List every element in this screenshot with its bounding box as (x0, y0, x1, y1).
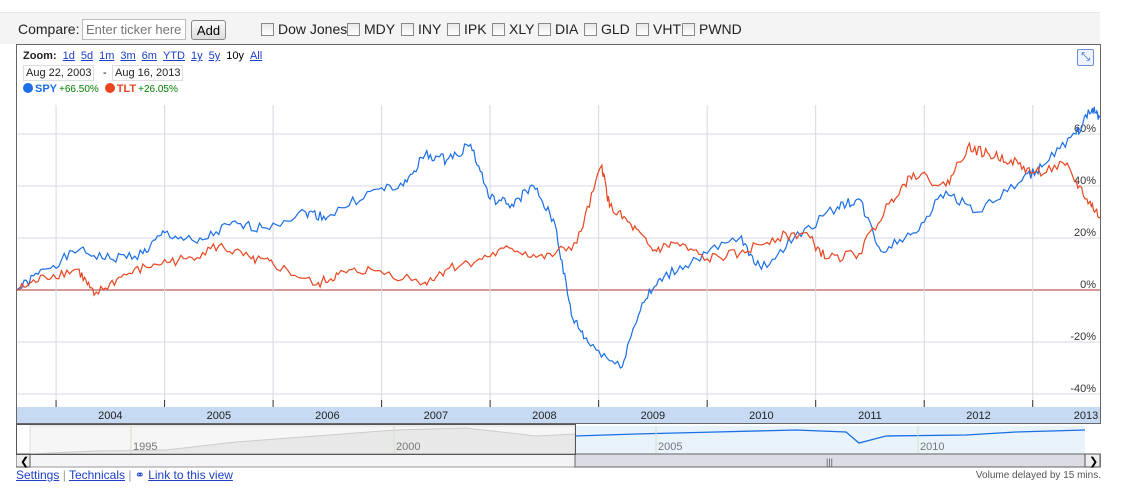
checkbox-label: PWND (699, 21, 742, 37)
volume-note: Volume delayed by 15 mins. (975, 470, 1101, 481)
compare-bar: Compare: Add Dow Jones MDY INY IPK XLY DIA GLD… (0, 12, 1100, 44)
legend: SPY +66.50% TLT +26.05% (23, 83, 178, 95)
x-tick-label: 2005 (207, 410, 231, 422)
chevron-right-icon: ❯ (1089, 456, 1098, 468)
plot-area[interactable]: 60%40%20%0%-20%-40%2004 2005 2006 2007 2008 2… (17, 45, 1100, 423)
compare-checkbox[interactable]: XLY (492, 21, 534, 37)
x-tick-label: 2012 (966, 410, 990, 422)
x-axis-band (17, 407, 1100, 423)
spy-dot-icon (23, 83, 33, 93)
scroll-right-button[interactable] (1084, 453, 1101, 468)
series-line-tlt (17, 141, 1100, 297)
legend-tlt[interactable]: TLT +26.05% (104, 83, 178, 95)
expand-icon[interactable]: ⤡ (1077, 49, 1094, 66)
checkbox-label: XLY (509, 21, 535, 37)
checkbox-label: GLD (601, 21, 630, 37)
date-from[interactable]: Aug 22, 2003 (23, 65, 95, 81)
zoom-option-10y[interactable]: 10y (226, 50, 244, 62)
checkbox[interactable] (347, 22, 360, 36)
zoom-option-1d[interactable]: 1d (62, 50, 75, 62)
compare-checkbox[interactable]: VHT (636, 21, 681, 37)
checkbox[interactable] (492, 22, 505, 36)
x-tick-label: 2013 (1074, 410, 1098, 422)
compare-checkbox[interactable]: INY (401, 21, 441, 37)
zoom-option-6m[interactable]: 6m (141, 50, 157, 62)
x-tick-label: 2010 (749, 410, 773, 422)
x-tick-label: 2011 (858, 410, 882, 422)
compare-checkbox[interactable]: GLD (584, 21, 630, 37)
checkbox-label: DIA (555, 21, 579, 37)
navigator-selected[interactable] (575, 426, 1085, 454)
chart-panel: 60% 40% 20% 0% -20% -40% 2004 2005 2006 2007 2008 2… (16, 44, 1101, 424)
compare-checkbox[interactable]: Dow Jones (261, 21, 347, 37)
chevron-left-icon: ❮ (20, 456, 29, 468)
checkbox[interactable] (682, 22, 695, 36)
navigator[interactable]: 1995 2000 2005 2010 ||| ❮ ❯ (16, 424, 1101, 468)
y-tick-label: -20% (1070, 331, 1096, 343)
nav-label: 2000 (396, 441, 420, 453)
separator: | (128, 468, 132, 482)
legend-spy[interactable]: SPY +66.50% (23, 83, 99, 95)
compare-checkbox[interactable]: PWND (682, 21, 742, 37)
link-icon: ⚭ (134, 468, 145, 482)
checkbox[interactable] (584, 22, 597, 36)
compare-checkbox[interactable]: MDY (347, 21, 395, 37)
nav-label: 2005 (658, 441, 682, 453)
checkbox-label: INY (418, 21, 442, 37)
link-to-view[interactable]: Link to this view (148, 468, 233, 482)
zoom-option-ytd[interactable]: YTD (162, 50, 185, 62)
footer: Settings | Technicals | ⚭ Link to this v… (16, 468, 1101, 482)
tlt-dot-icon (104, 83, 115, 93)
x-tick-label: 2006 (315, 410, 339, 422)
settings-link[interactable]: Settings (16, 468, 60, 482)
nav-label: 2010 (920, 441, 944, 453)
nav-label: 1995 (133, 441, 157, 453)
date-to[interactable]: Aug 16, 2013 (112, 65, 184, 81)
navigator-line (574, 429, 1086, 444)
checkbox-label: Dow Jones (278, 21, 348, 37)
zoom-option-3m[interactable]: 3m (120, 50, 136, 62)
checkbox[interactable] (261, 22, 274, 36)
compare-checkbox[interactable]: DIA (538, 21, 578, 37)
checkbox[interactable] (447, 22, 460, 36)
x-tick-label: 2009 (641, 410, 665, 422)
y-tick-label: 40% (1074, 175, 1096, 187)
zoom-option-all[interactable]: All (249, 50, 263, 62)
zoom-option-1m[interactable]: 1m (99, 50, 115, 62)
y-tick-label: -40% (1070, 383, 1096, 395)
zoom-option-5d[interactable]: 5d (80, 50, 94, 62)
zoom-label: Zoom: (23, 50, 57, 62)
y-tick-label: 20% (1074, 227, 1096, 239)
zoom-option-5y[interactable]: 5y (208, 50, 221, 62)
checkbox[interactable] (538, 22, 551, 36)
x-tick-label: 2008 (532, 410, 556, 422)
checkbox-label: IPK (464, 21, 487, 37)
navigator-border (16, 424, 576, 455)
compare-checkbox[interactable]: IPK (447, 21, 487, 37)
x-tick-label: 2007 (424, 410, 448, 422)
zoom-option-1y[interactable]: 1y (190, 50, 203, 62)
zoom-bar: Zoom: 1d 5d 1m 3m 6m YTD 1y 5y 10y All (23, 50, 262, 62)
compare-label: Compare: (18, 21, 80, 37)
technicals-link[interactable]: Technicals (68, 468, 125, 482)
checkbox-label: VHT (653, 21, 681, 37)
x-tick-label: 2004 (98, 410, 122, 422)
separator: | (62, 468, 66, 482)
series-line-spy (17, 106, 1100, 369)
date-separator: - (103, 67, 107, 79)
add-button[interactable]: Add (191, 20, 226, 40)
y-tick-label: 0% (1080, 279, 1096, 291)
checkbox-label: MDY (364, 21, 396, 37)
ticker-input[interactable] (82, 19, 186, 40)
checkbox[interactable] (636, 22, 649, 36)
checkbox[interactable] (401, 22, 414, 36)
grip-icon: ||| (826, 457, 833, 467)
